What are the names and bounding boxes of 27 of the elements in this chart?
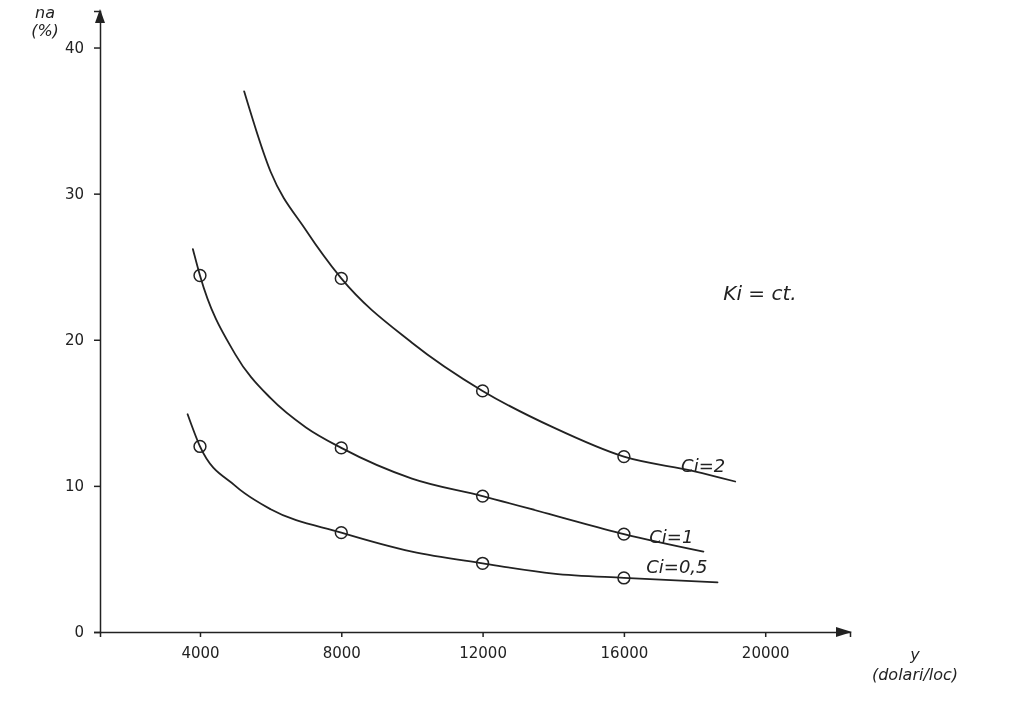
y-tick-label: 10 [64,477,84,496]
annotation: Ki = ct. [723,281,797,305]
point [617,571,631,585]
point [334,525,348,540]
series-label: Ci=0,5 [646,556,708,578]
series-label: Ci=2 [681,455,726,477]
point [475,384,490,398]
point [617,450,631,464]
y-tick-label: 0 [74,623,84,642]
x-tick-label: 20000 [741,643,790,662]
series-label: Ci=1 [649,525,694,547]
x-tick-label: 12000 [459,643,507,662]
x-tick-label: 16000 [600,643,649,662]
x-axis-title: y (dolari/loc) [871,645,959,684]
point [193,439,207,454]
point [475,489,490,503]
point [475,556,490,570]
y-tick-label: 20 [64,331,84,350]
point [334,441,348,455]
y-tick-label: 40 [64,38,84,57]
point [617,527,631,541]
x-tick-label: 4000 [181,643,220,662]
x-tick-label: 8000 [322,643,361,662]
point [193,268,207,283]
point [334,271,348,286]
y-tick-label: 30 [64,184,84,203]
y-axis-title: na (%) [31,3,59,40]
